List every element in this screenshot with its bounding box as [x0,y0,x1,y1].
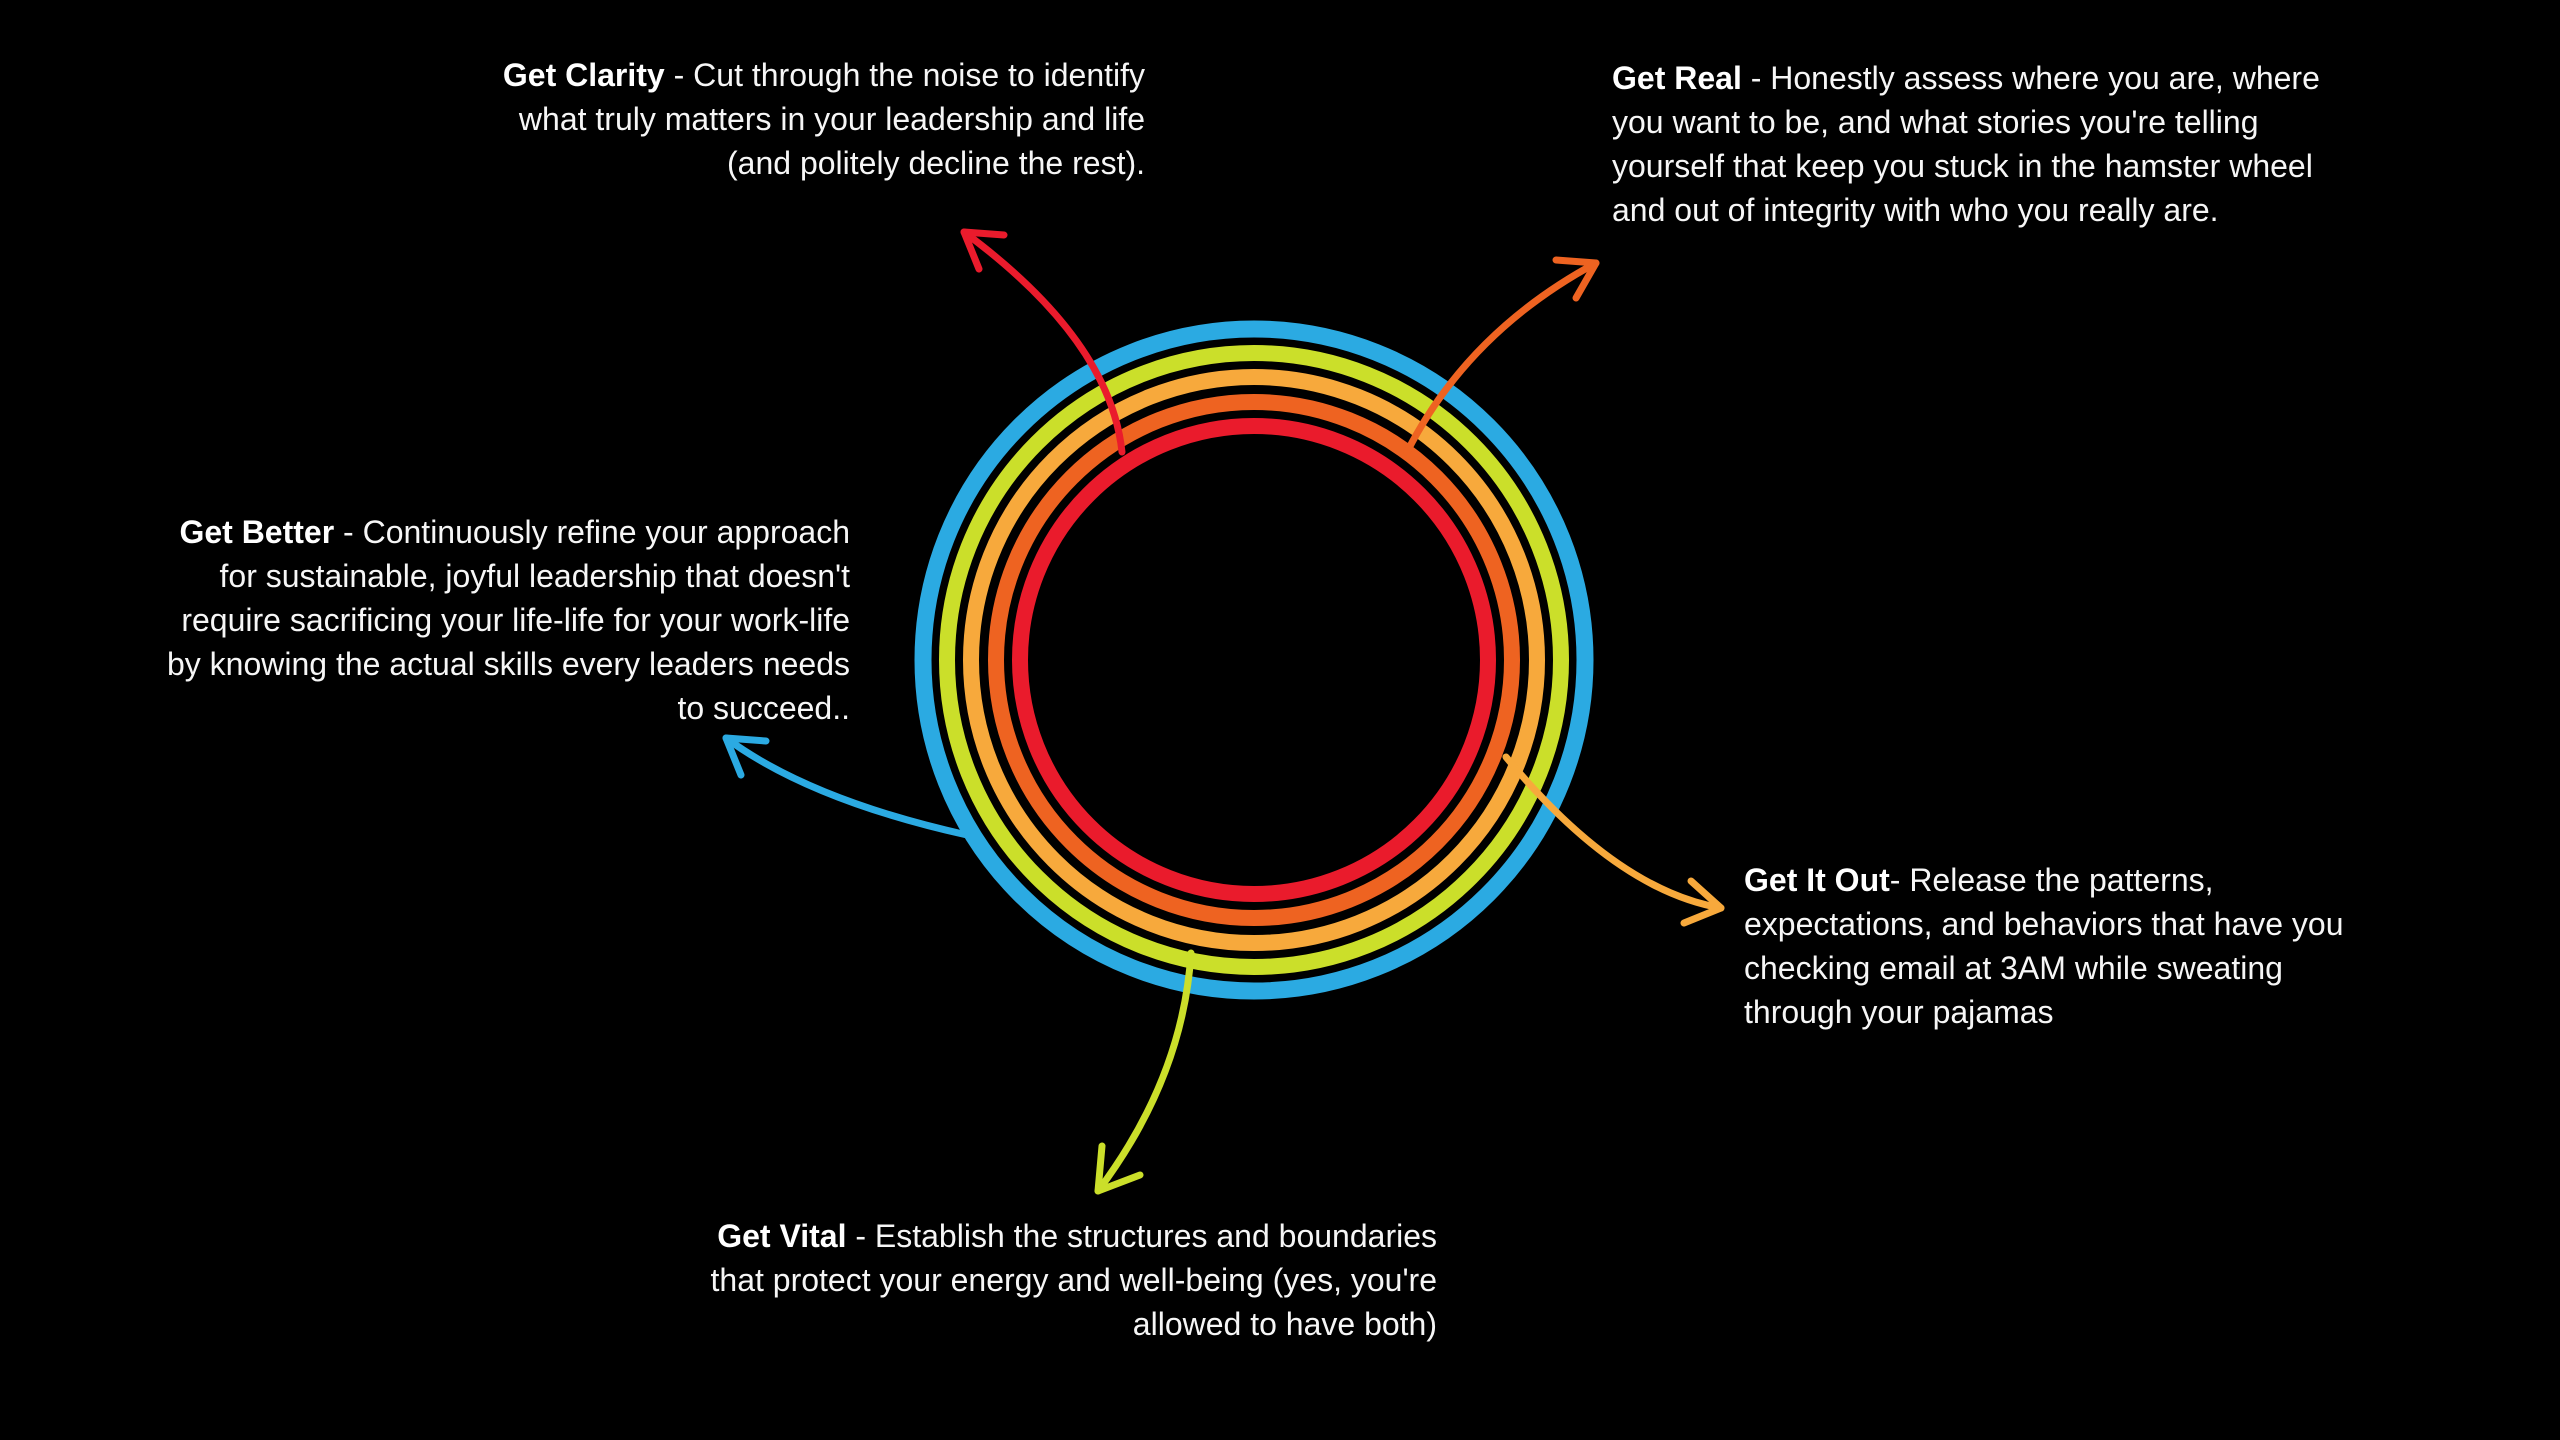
label-get-it-out-line4: through your pajamas [1744,994,2054,1030]
label-get-clarity-line3: (and politely decline the rest). [727,145,1145,181]
label-get-clarity-title: Get Clarity [502,57,665,93]
label-get-it-out-line3: checking email at 3AM while sweating [1744,950,2283,986]
arrow-get-it-out-shaft [1502,753,1725,912]
ring-chartreuse [939,345,1569,975]
arrow-get-better-head [722,734,770,779]
arrow-get-better-shaft [722,734,971,839]
label-get-vital-line3: allowed to have both) [1132,1306,1437,1342]
label-get-vital-line2: that protect your energy and well-being … [710,1262,1438,1298]
arrow-get-it-out-head [1680,877,1725,927]
label-get-vital-line1: Get Vital - Establish the structures and… [711,1214,1437,1258]
label-get-real-line1-rest: - Honestly assess where you are, where [1741,60,2320,96]
arrow-get-real-head [1552,256,1600,302]
ring-blue [914,320,1594,1000]
arrow-get-clarity [960,228,1126,456]
label-get-real-line1: Get Real - Honestly assess where you are… [1612,56,2320,100]
arrow-get-real [1403,256,1600,456]
label-get-real-line4: and out of integrity with who you really… [1612,192,2219,228]
label-get-better-line3: require sacrificing your life-life for y… [181,602,850,638]
label-get-it-out-line1-rest: - Release the patterns, [1889,862,2214,898]
arrow-get-clarity-shaft [960,228,1126,456]
label-get-better-line2: for sustainable, joyful leadership that … [219,558,851,594]
label-get-better-line1: Get Better - Continuously refine your ap… [167,510,850,554]
label-get-clarity-line1-rest: - Cut through the noise to identify [664,57,1145,93]
label-get-vital-title: Get Vital [717,1218,847,1254]
label-get-real: Get Real - Honestly assess where you are… [1612,56,2320,232]
arrow-get-it-out [1502,753,1725,927]
ring-red [1012,418,1496,902]
label-get-it-out-title: Get It Out [1744,862,1890,898]
label-get-clarity-line2: what truly matters in your leadership an… [518,101,1145,137]
arrow-get-real-shaft [1403,259,1600,456]
label-get-it-out-line2: expectations, and behaviors that have yo… [1744,906,2344,942]
label-get-vital: Get Vital - Establish the structures and… [711,1214,1438,1346]
label-get-real-line3: yourself that keep you stuck in the hams… [1612,148,2313,184]
label-get-better-line1-rest: - Continuously refine your approach [334,514,850,550]
label-get-vital-line1-rest: - Establish the structures and boundarie… [846,1218,1437,1254]
label-get-better-line5: to succeed.. [677,690,850,726]
label-get-better-line4: by knowing the actual skills every leade… [166,646,850,682]
arrow-get-vital-head [1094,1142,1144,1195]
label-get-better-title: Get Better [179,514,335,550]
label-get-clarity: Get Clarity - Cut through the noise to i… [503,53,1145,185]
arrow-get-vital [1094,949,1195,1195]
label-get-real-line2: you want to be, and what stories you're … [1612,104,2259,140]
label-get-better: Get Better - Continuously refine your ap… [167,510,850,730]
label-get-it-out: Get It Out- Release the patterns, expect… [1744,858,2344,1034]
arrow-get-better [722,734,971,839]
label-get-real-title: Get Real [1612,60,1742,96]
label-get-it-out-line1: Get It Out- Release the patterns, [1744,858,2344,902]
arrow-get-clarity-head [960,228,1008,273]
label-get-clarity-line1: Get Clarity - Cut through the noise to i… [503,53,1145,97]
arrow-get-vital-shaft [1094,949,1195,1195]
ring-orange [988,394,1520,926]
ring-amber [963,369,1545,951]
